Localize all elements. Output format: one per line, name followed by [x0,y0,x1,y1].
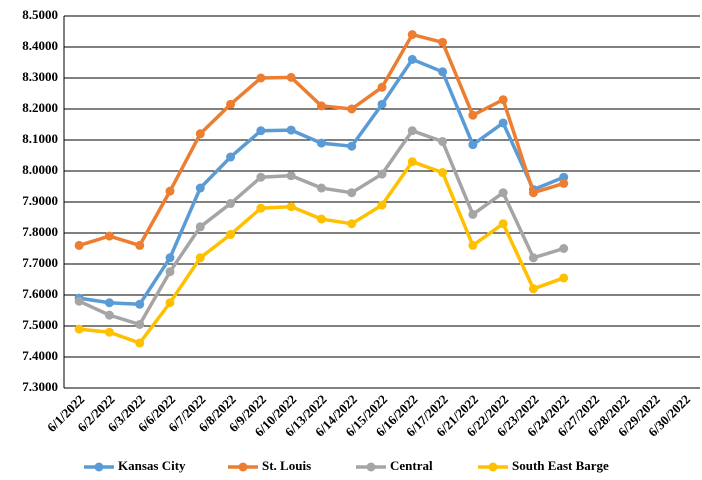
point [347,104,357,114]
point [559,178,569,188]
y-tick-label: 8.1000 [22,131,58,146]
point [316,183,326,193]
legend-marker [366,462,376,472]
y-tick-label: 7.6000 [22,286,58,301]
point [104,231,114,241]
y-tick-label: 8.0000 [22,162,58,177]
y-tick-label: 7.9000 [22,193,58,208]
point [256,172,266,182]
point [407,157,417,167]
point [377,169,387,179]
point [528,188,538,198]
point [195,183,205,193]
point [407,54,417,64]
point [528,284,538,294]
point [528,253,538,263]
point [256,126,266,136]
y-tick-label: 8.3000 [22,69,58,84]
point [165,298,175,308]
y-tick-label: 8.2000 [22,100,58,115]
point [468,110,478,120]
point [286,72,296,82]
y-tick-label: 7.3000 [22,379,58,394]
point [347,188,357,198]
point [347,141,357,151]
point [468,209,478,219]
point [74,324,84,334]
y-tick-label: 7.5000 [22,317,58,332]
point [559,172,569,182]
point [104,327,114,337]
y-tick-label: 7.4000 [22,348,58,363]
y-tick-label: 8.4000 [22,38,58,53]
point [286,125,296,135]
legend-label: Central [390,458,433,473]
point [468,140,478,150]
point [498,95,508,105]
point [316,138,326,148]
point [226,152,236,162]
series-line [78,57,565,307]
point [104,298,114,308]
point [165,267,175,277]
point [407,126,417,136]
point [438,137,448,147]
point [226,230,236,240]
point [226,199,236,209]
legend-label: South East Barge [512,458,609,473]
point [498,118,508,128]
point [377,99,387,109]
point [407,30,417,40]
point [316,101,326,111]
point [195,129,205,139]
point [498,219,508,229]
point [104,310,114,320]
point [377,82,387,92]
point [135,319,145,329]
y-tick-label: 7.7000 [22,255,58,270]
point [256,73,266,83]
legend-label: St. Louis [262,458,311,473]
point [468,240,478,250]
legend-marker [238,462,248,472]
point [256,203,266,213]
point [74,240,84,250]
point [286,202,296,212]
point [347,219,357,229]
y-tick-label: 7.8000 [22,224,58,239]
point [165,253,175,263]
point [286,171,296,181]
point [226,99,236,109]
point [559,244,569,253]
point [377,200,387,210]
point [438,37,448,47]
point [135,299,145,309]
point [316,214,326,224]
point [438,168,448,178]
legend-label: Kansas City [118,458,186,473]
point [165,186,175,196]
point [195,253,205,263]
point [74,296,84,306]
point [559,273,569,283]
legend-marker [488,462,498,472]
point [498,188,508,198]
y-tick-label: 8.5000 [22,7,58,22]
point [135,338,145,348]
point [438,67,448,77]
point [135,240,145,250]
legend-marker [94,462,104,472]
point [195,222,205,232]
